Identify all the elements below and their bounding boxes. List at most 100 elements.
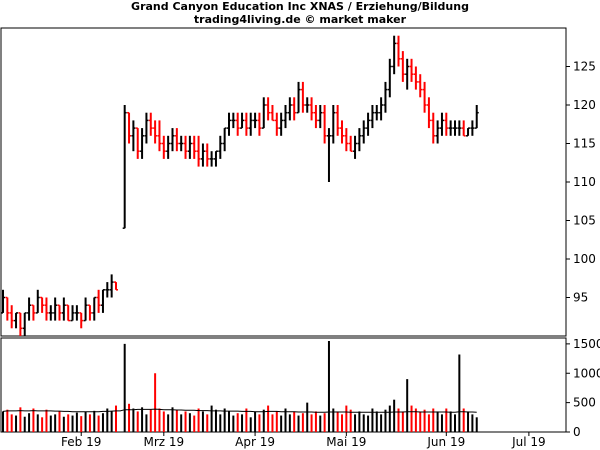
ohlc-bar: [305, 97, 310, 113]
ohlc-bar: [370, 105, 375, 129]
price-tick-label: 120: [573, 98, 596, 112]
chart-subtitle: trading4living.de © market maker: [193, 13, 407, 26]
ohlc-bar: [270, 105, 275, 122]
ohlc-bar: [153, 120, 158, 144]
ohlc-bar: [392, 35, 397, 75]
ohlc-bar: [292, 97, 297, 121]
ohlc-bar: [144, 112, 149, 144]
ohlc-bar: [396, 35, 401, 67]
ohlc-bar: [209, 151, 214, 167]
time-axis: Feb 19 Mrz 19 Apr 19 Mai 19 Jun 19 Jul 19: [61, 432, 546, 449]
ohlc-bar: [283, 105, 288, 129]
ohlc-bar: [35, 289, 40, 314]
ohlc-bar: [196, 135, 201, 167]
ohlc-bar: [466, 127, 471, 137]
ohlc-bar: [57, 304, 62, 321]
ohlc-bar: [5, 296, 10, 321]
ohlc-bar: [261, 97, 266, 129]
ohlc-bar: [127, 111, 132, 144]
ohlc-bar: [340, 120, 344, 144]
ohlc-bar: [474, 105, 479, 129]
ohlc-bar: [244, 112, 249, 136]
time-tick-label: Feb 19: [61, 435, 101, 449]
ohlc-bar: [1, 289, 5, 314]
ohlc-bar: [435, 120, 440, 144]
ohlc-bar: [66, 304, 71, 322]
ohlc-bar: [92, 296, 97, 321]
ohlc-bar: [357, 128, 362, 152]
ohlc-bar: [100, 289, 105, 313]
ohlc-bar: [366, 112, 371, 136]
price-tick-label: 110: [573, 175, 596, 189]
ohlc-bar: [405, 58, 410, 90]
price-tick-label: 105: [573, 214, 596, 228]
ohlc-bar: [105, 282, 110, 298]
ohlc-bar: [453, 120, 457, 136]
ohlc-bar: [166, 135, 171, 159]
ohlc-bar: [457, 120, 462, 136]
volume-tick-label: 500: [573, 396, 596, 410]
ohlc-bar: [187, 135, 192, 159]
ohlc-bar: [114, 281, 118, 291]
ohlc-bar: [240, 112, 245, 129]
ohlc-bar: [387, 58, 392, 98]
ohlc-bar: [27, 297, 32, 321]
ohlc-bar: [40, 296, 45, 313]
ohlc-bar: [461, 120, 466, 137]
ohlc-bar: [248, 112, 253, 136]
ohlc-bar: [9, 305, 14, 329]
ohlc-bar: [18, 312, 23, 336]
volume-average-line: [2, 408, 477, 413]
chart-header: Grand Canyon Education Inc XNAS / Erzieh…: [0, 0, 600, 26]
ohlc-bar: [413, 66, 418, 90]
ohlc-bar: [231, 112, 236, 129]
ohlc-bar: [96, 289, 101, 313]
ohlc-bar: [161, 135, 166, 159]
price-tick-label: 100: [573, 252, 596, 266]
ohlc-bar: [470, 120, 475, 136]
ohlc-bar: [179, 135, 184, 152]
ohlc-bar: [422, 81, 427, 113]
ohlc-bar: [279, 112, 284, 136]
ohlc-bar: [361, 120, 366, 144]
ohlc-bar: [439, 112, 444, 136]
price-bars: [1, 35, 479, 336]
volume-tick-label: 0: [573, 425, 581, 439]
price-tick-label: 125: [573, 60, 596, 74]
ohlc-bar: [135, 127, 140, 159]
time-tick-label: Jul 19: [511, 435, 546, 449]
ohlc-bar: [296, 81, 301, 114]
ohlc-bar: [409, 58, 414, 82]
ohlc-bar: [148, 112, 153, 136]
ohlc-bar: [374, 105, 379, 121]
ohlc-bar: [274, 112, 279, 136]
ohlc-bar: [122, 105, 127, 229]
volume-axis: 0 500 1000 1500: [566, 337, 600, 439]
ohlc-bar: [253, 112, 258, 129]
price-panel-frame: [0, 27, 567, 337]
volume-tick-label: 1000: [573, 366, 600, 380]
ohlc-bar: [48, 305, 53, 321]
time-tick-label: Jun 19: [426, 435, 465, 449]
ohlc-bar: [192, 135, 197, 159]
ohlc-bar: [109, 274, 114, 298]
ohlc-bar: [448, 120, 453, 136]
ohlc-bar: [227, 112, 231, 136]
ohlc-bar: [331, 105, 336, 144]
ohlc-bar: [444, 112, 449, 136]
ohlc-bar: [183, 135, 188, 159]
ohlc-bar: [200, 143, 205, 167]
ohlc-bar: [266, 97, 271, 121]
ohlc-bar: [44, 297, 49, 321]
ohlc-bar: [218, 135, 223, 159]
ohlc-bar: [70, 305, 75, 322]
ohlc-bar: [22, 312, 27, 336]
ohlc-bar: [344, 128, 349, 152]
ohlc-bar: [53, 297, 58, 321]
ohlc-bar: [131, 120, 136, 152]
ohlc-bar: [322, 105, 327, 144]
ohlc-bar: [74, 305, 79, 321]
price-tick-label: 115: [573, 137, 596, 151]
ohlc-bar: [335, 105, 340, 136]
